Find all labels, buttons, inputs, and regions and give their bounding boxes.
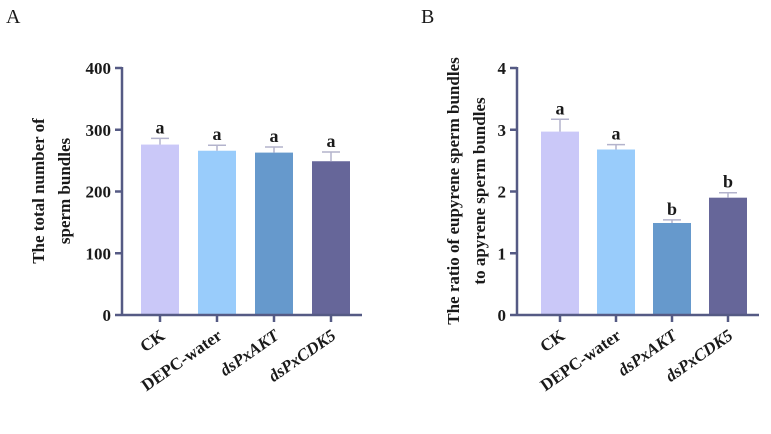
y-axis-title-line-2: sperm bundles bbox=[55, 137, 74, 244]
significance-label-depc-water: a bbox=[612, 124, 621, 144]
bar-dspxcdk5 bbox=[709, 197, 747, 315]
y-axis-title-line-1: The ratio of eupyrene sperm bundles bbox=[444, 57, 463, 325]
chart-eupyrene-apyrene-ratio: The ratio of eupyrene sperm bundles to ap… bbox=[444, 57, 759, 395]
y-tick-label-2: 2 bbox=[498, 183, 507, 202]
significance-label-dspxcdk5: a bbox=[327, 131, 336, 151]
significance-label-dspxakt: a bbox=[270, 126, 279, 146]
y-tick-label-1: 1 bbox=[498, 244, 507, 263]
bar-depc-water bbox=[198, 150, 236, 315]
y-tick-label-200: 200 bbox=[86, 183, 112, 202]
y-tick-label-100: 100 bbox=[86, 244, 112, 263]
y-axis-title-line-1: The total number of bbox=[29, 118, 48, 264]
chart-total-sperm-bundles: The total number of sperm bundlesaCKaDEPC… bbox=[29, 59, 362, 395]
y-tick-label-4: 4 bbox=[498, 59, 507, 78]
y-tick-label-0: 0 bbox=[498, 306, 507, 325]
significance-label-dspxakt: b bbox=[667, 199, 677, 219]
bar-ck bbox=[541, 131, 579, 315]
panel-a-letter: A bbox=[6, 6, 21, 28]
category-label-ck: CK bbox=[137, 325, 169, 356]
y-tick-label-300: 300 bbox=[86, 121, 112, 140]
significance-label-ck: a bbox=[556, 98, 565, 118]
significance-label-depc-water: a bbox=[213, 124, 222, 144]
y-tick-label-3: 3 bbox=[498, 121, 507, 140]
y-tick-label-400: 400 bbox=[86, 59, 112, 78]
bar-dspxakt bbox=[255, 152, 293, 315]
bar-ck bbox=[141, 144, 179, 315]
significance-label-ck: a bbox=[156, 117, 165, 137]
y-axis-title-line-2: to apyrene sperm bundles bbox=[470, 97, 489, 285]
significance-label-dspxcdk5: b bbox=[723, 172, 733, 192]
bar-depc-water bbox=[597, 149, 635, 315]
bar-dspxcdk5 bbox=[312, 161, 350, 315]
y-tick-label-0: 0 bbox=[103, 306, 112, 325]
bar-dspxakt bbox=[653, 222, 691, 315]
panel-b-letter: B bbox=[421, 6, 434, 28]
category-label-ck: CK bbox=[537, 325, 569, 356]
